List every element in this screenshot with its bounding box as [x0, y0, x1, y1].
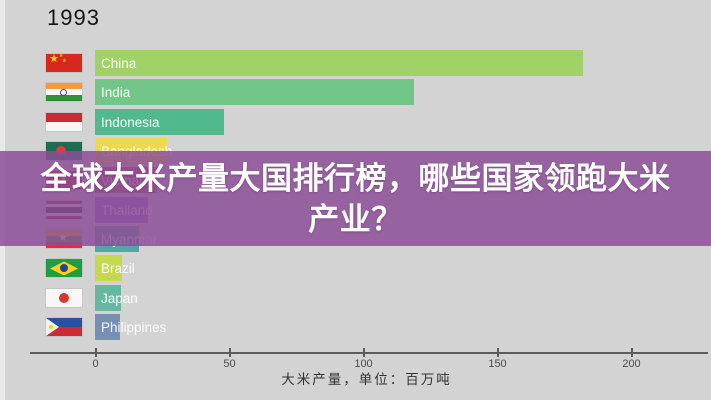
bar-row-india: India — [0, 79, 711, 106]
x-axis-title: 大米产量，单位：百万吨 — [281, 372, 452, 388]
bar-japan — [95, 284, 121, 311]
flag-china-icon: ★ ★ ★ — [46, 54, 82, 72]
bar-label-indonesia: Indonesia — [101, 114, 160, 130]
x-tick-mark-100 — [362, 348, 365, 357]
flag-brazil-icon — [46, 259, 82, 278]
flag-philippines-icon — [46, 318, 82, 337]
bar-label-brazil: Brazil — [101, 261, 135, 277]
headline-overlay: 全球大米产量大国排行榜，哪些国家领跑大米 产业？ — [0, 151, 711, 246]
year-label: 1993 — [47, 5, 100, 30]
bar-label-japan: Japan — [101, 290, 138, 306]
x-tick-mark-0 — [94, 348, 97, 357]
bar-row-china: ★ ★ ★ China — [0, 50, 711, 76]
bar-china — [95, 50, 583, 76]
bar-label-philippines: Philippines — [101, 320, 167, 336]
bar-row-japan: Japan — [0, 284, 711, 311]
flag-india-icon — [46, 83, 82, 102]
x-tick-label-200: 200 — [622, 358, 641, 370]
x-tick-mark-50 — [228, 348, 231, 357]
x-tick-mark-150 — [496, 348, 499, 357]
bar-row-indonesia: Indonesia — [0, 108, 711, 135]
bar-indonesia — [95, 108, 224, 135]
headline-line-2: 产业？ — [308, 202, 403, 237]
flag-indonesia-icon — [46, 112, 82, 131]
bar-brazil — [95, 255, 122, 282]
x-axis-line — [30, 352, 708, 354]
bar-label-india: India — [101, 85, 131, 101]
x-tick-mark-200 — [630, 348, 633, 357]
x-tick-label-150: 150 — [488, 358, 507, 370]
x-tick-label-0: 0 — [92, 358, 99, 370]
bar-row-brazil: Brazil — [0, 255, 711, 282]
flag-japan-icon — [46, 288, 82, 307]
headline-line-1: 全球大米产量大国排行榜，哪些国家领跑大米 — [40, 161, 671, 196]
bar-label-china: China — [101, 56, 137, 71]
bar-india — [95, 79, 414, 106]
bar-philippines — [95, 314, 120, 341]
x-tick-label-50: 50 — [223, 358, 236, 370]
bar-row-philippines: Philippines — [0, 314, 711, 341]
x-tick-label-100: 100 — [354, 358, 373, 370]
